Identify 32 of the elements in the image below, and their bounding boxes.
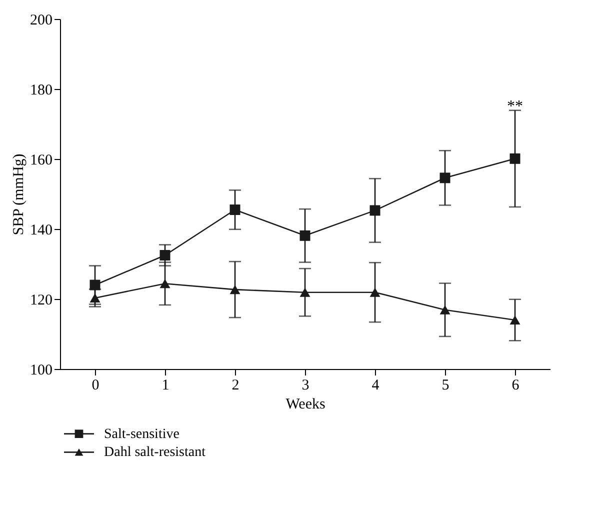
point [90,293,100,302]
y-tick-label: 180 [30,82,52,98]
point [510,153,520,164]
point [90,280,100,290]
annotation: ** [507,98,523,115]
y-tick-label: 200 [30,12,52,28]
legend-label: Dahl salt-resistant [104,445,206,460]
y-tick-label: 140 [30,222,52,238]
point [160,250,170,260]
point [370,288,380,297]
point [160,279,170,288]
point [300,288,310,297]
x-axis-title: Weeks [286,396,326,412]
x-tick-label: 2 [232,378,240,394]
y-tick-label: 100 [30,362,52,378]
x-tick-label: 1 [162,378,170,394]
point [230,204,240,215]
point [370,205,380,216]
point [440,305,450,314]
x-tick-label: 5 [442,378,450,394]
point [440,172,450,184]
point [300,230,310,241]
point [230,285,240,294]
y-tick-label: 120 [30,292,52,308]
x-tick-label: 4 [372,378,380,394]
x-tick-label: 0 [92,378,100,394]
x-tick-label: 3 [302,378,310,394]
y-tick-label: 160 [30,152,52,168]
legend-label: Salt-sensitive [104,426,180,442]
point [510,315,520,325]
y-axis-title: SBP (mmHg) [11,154,27,236]
x-tick-label: 6 [512,378,520,394]
